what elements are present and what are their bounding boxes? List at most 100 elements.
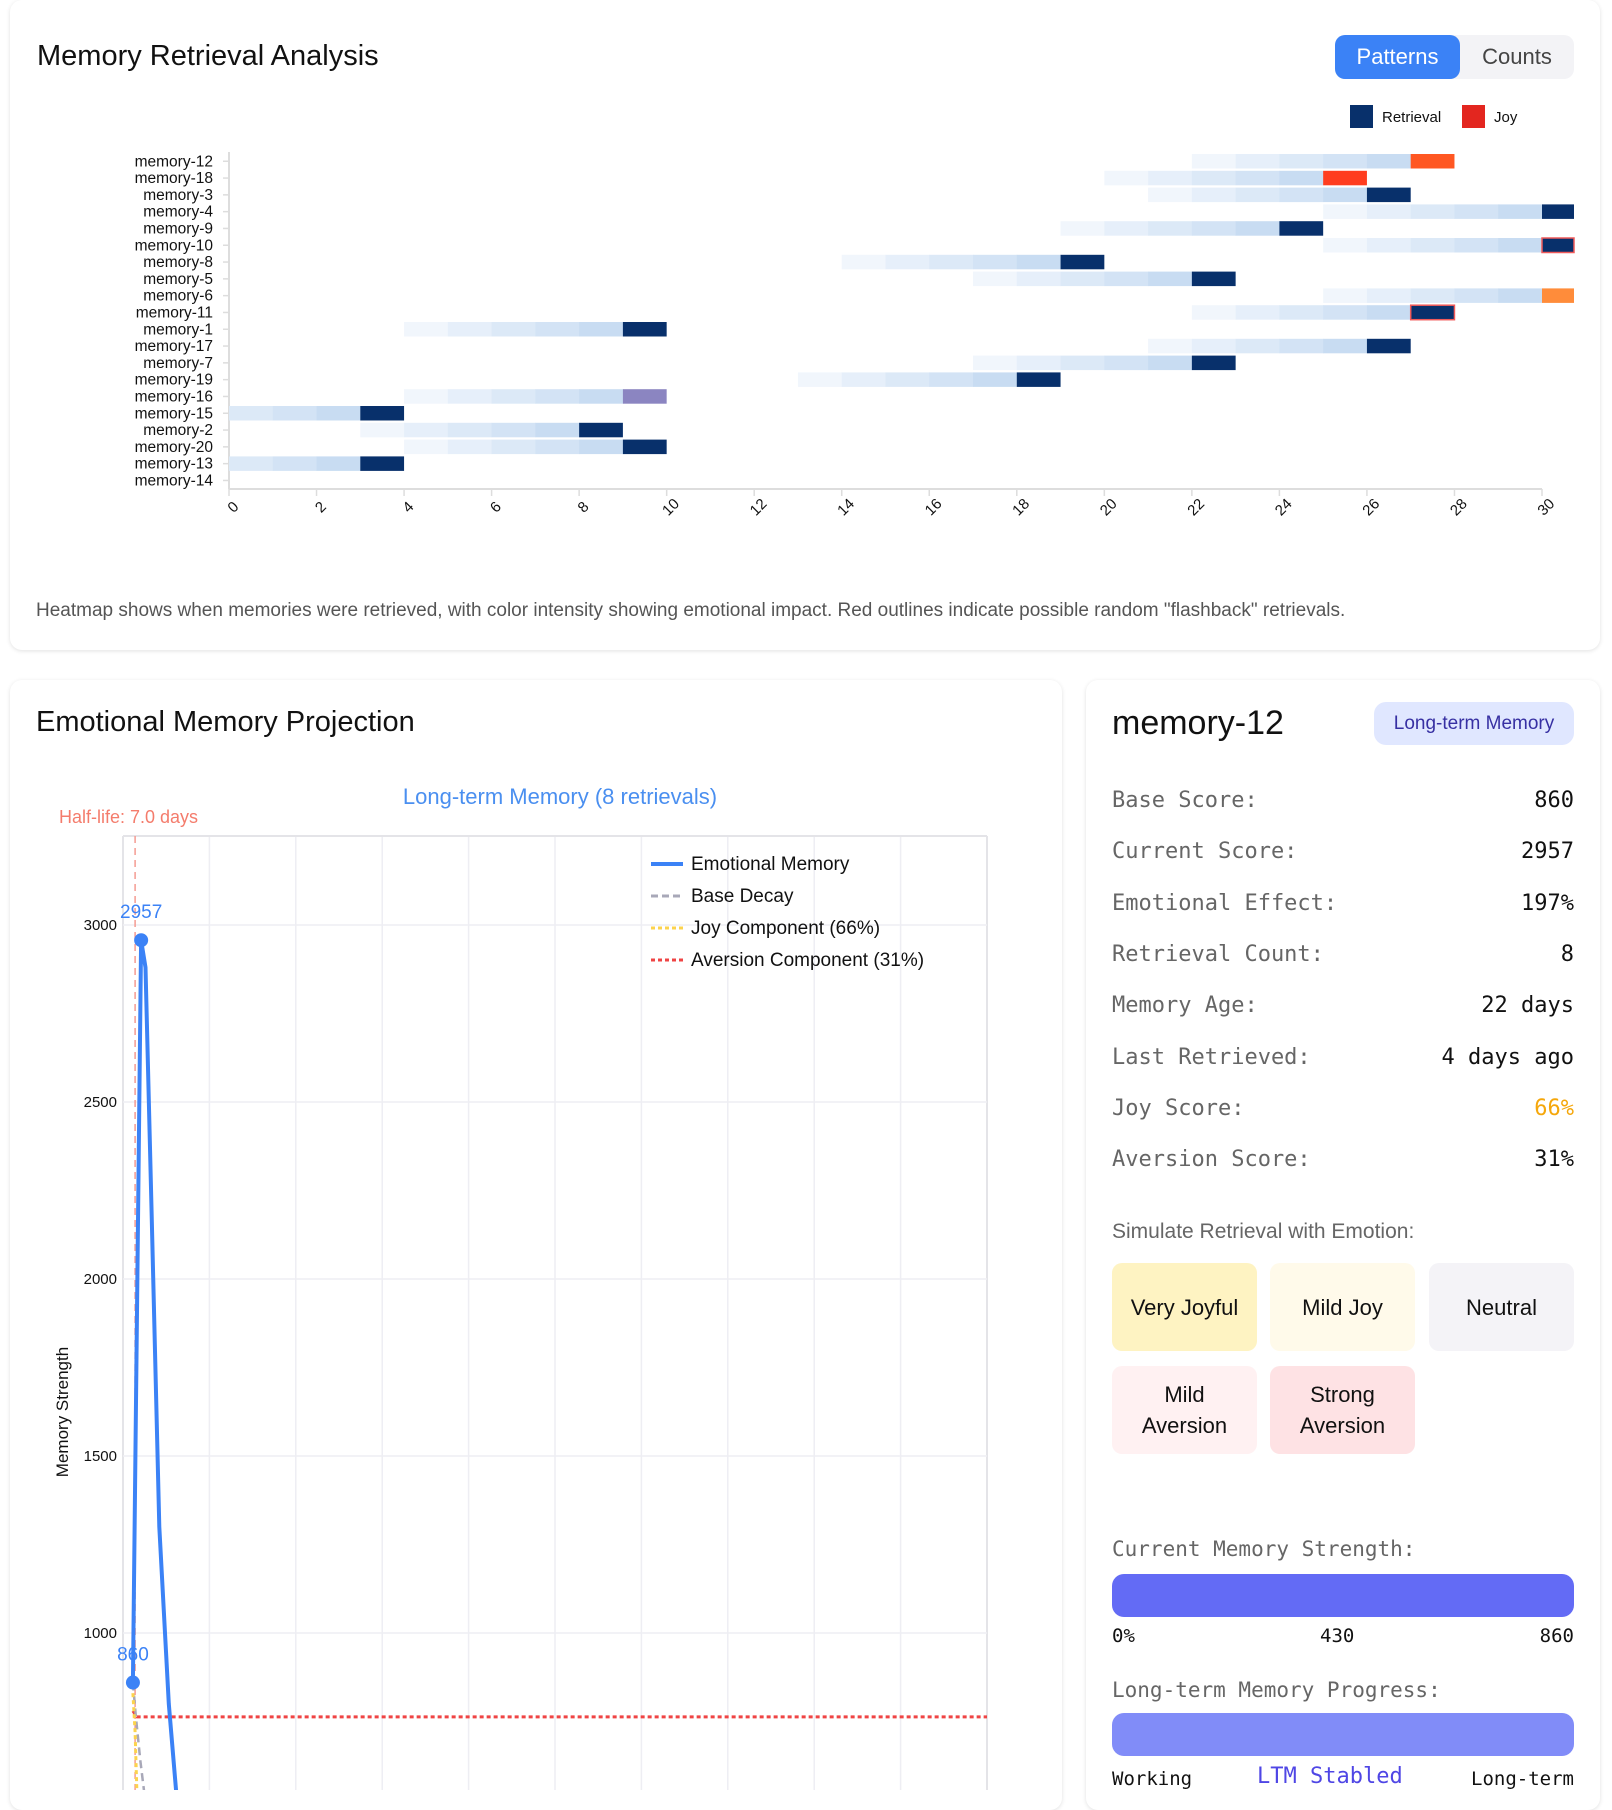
heatmap-trail-cell [535, 389, 580, 404]
half-life-annotation: Half-life: 7.0 days [59, 807, 198, 827]
heatmap-trail-cell [272, 456, 318, 471]
chart-subtitle: Long-term Memory (8 retrievals) [403, 784, 717, 809]
heatmap-trail-cell [1279, 154, 1324, 169]
legend-label: Joy Component (66%) [691, 918, 880, 939]
heatmap-trail-cell [973, 355, 1018, 371]
heatmap-row-label: memory-3 [143, 187, 213, 204]
heatmap-retrieval-cell [1542, 288, 1574, 303]
heatmap-trail-cell [1323, 238, 1368, 253]
strength-bar [1112, 1574, 1574, 1617]
heatmap-x-tick-label: 8 [575, 498, 593, 516]
memory-detail-title: memory-12 [1112, 704, 1284, 742]
heatmap-trail-cell [1191, 170, 1237, 186]
detail-row-value: 31% [1534, 1147, 1574, 1173]
legend-label: Emotional Memory [691, 854, 850, 875]
heatmap-trail-cell [491, 422, 536, 438]
chart-y-tick-label: 3000 [84, 917, 117, 934]
strength-label: Current Memory Strength: [1112, 1537, 1416, 1561]
legend-label: Aversion Component (31%) [691, 950, 924, 971]
heatmap-retrieval-cell [622, 322, 667, 337]
heatmap-x-tick-label: 14 [834, 495, 858, 519]
marked-point-label: 860 [117, 1645, 149, 1666]
heatmap-trail-cell [1235, 170, 1280, 186]
heatmap-trail-cell [1323, 204, 1368, 219]
heatmap-caption: Heatmap shows when memories were retriev… [36, 600, 1346, 621]
heatmap-row-label: memory-2 [143, 422, 213, 439]
heatmap-row-label: memory-12 [135, 153, 213, 170]
heatmap-row-label: memory-8 [143, 254, 213, 271]
heatmap-row-label: memory-10 [135, 237, 214, 254]
tab-counts[interactable]: Counts [1482, 44, 1552, 69]
detail-row-label: Aversion Score: [1112, 1147, 1311, 1173]
strength-scale-mid: 430 [1320, 1625, 1355, 1647]
heatmap-retrieval-cell [1366, 338, 1411, 354]
chart-y-axis-label: Memory Strength [53, 1347, 72, 1477]
retrieval-analysis-title: Memory Retrieval Analysis [37, 40, 379, 72]
strength-bar-fill [1112, 1574, 1574, 1617]
emotion-button-strong-aversion[interactable]: Strong Aversion [1270, 1366, 1415, 1454]
heatmap-trail-cell [1104, 271, 1149, 287]
heatmap-trail-cell [316, 406, 361, 421]
ltm-scale-stabled: LTM Stabled [1257, 1764, 1403, 1789]
emotion-button-very-joyful[interactable]: Very Joyful [1112, 1263, 1257, 1351]
heatmap-row-label: memory-13 [135, 456, 213, 473]
heatmap-trail-cell [447, 322, 493, 337]
heatmap-row-label: memory-6 [143, 288, 213, 305]
heatmap-row-label: memory-19 [135, 372, 213, 389]
heatmap-row-label: memory-17 [135, 338, 213, 355]
detail-row-value: 2957 [1521, 839, 1574, 865]
heatmap-trail-cell [1410, 238, 1455, 253]
heatmap-x-tick-label: 10 [659, 495, 683, 519]
heatmap-retrieval-cell [579, 422, 623, 438]
heatmap-trail-cell [1235, 305, 1280, 320]
heatmap-x-tick-label: 30 [1534, 495, 1558, 519]
ltm-progress-label: Long-term Memory Progress: [1112, 1678, 1441, 1702]
heatmap-trail-cell [1410, 204, 1455, 219]
series-line-aversion-component [131, 1710, 987, 1719]
heatmap-trail-cell [1454, 288, 1499, 303]
heatmap-trail-cell [1235, 154, 1280, 169]
heatmap-row-label: memory-1 [143, 321, 213, 338]
legend-label: Base Decay [691, 886, 794, 907]
heatmap-row-label: memory-11 [136, 304, 213, 321]
heatmap-x-tick-label: 18 [1009, 495, 1033, 519]
heatmap-trail-cell [1323, 288, 1368, 303]
detail-row-value: 860 [1534, 788, 1574, 813]
heatmap-trail-cell [1235, 187, 1280, 203]
emotion-button-mild-aversion[interactable]: Mild Aversion [1112, 1366, 1257, 1454]
heatmap-trail-cell [1454, 204, 1499, 219]
heatmap-trail-cell [1148, 271, 1193, 287]
heatmap-trail-cell [447, 439, 493, 455]
heatmap-trail-cell [1323, 305, 1368, 320]
emotion-button-neutral[interactable]: Neutral [1429, 1263, 1574, 1351]
chart-y-tick-label: 2000 [84, 1271, 117, 1288]
heatmap-retrieval-cell [1191, 355, 1236, 371]
heatmap-trail-cell [1323, 187, 1368, 203]
heatmap-retrieval-cell [1542, 204, 1574, 219]
heatmap-retrieval-cell [1060, 254, 1105, 270]
heatmap-trail-cell [1279, 338, 1324, 354]
heatmap-retrieval-cell [1366, 187, 1411, 203]
heatmap-trail-cell [404, 439, 449, 455]
detail-row-value: 4 days ago [1441, 1044, 1574, 1070]
heatmap-trail-cell [885, 372, 930, 387]
heatmap-trail-cell [1366, 154, 1412, 169]
tab-patterns[interactable]: Patterns [1335, 35, 1460, 79]
heatmap-trail-cell [1060, 355, 1105, 371]
heatmap-trail-cell [1104, 221, 1149, 236]
strength-scale-max: 860 [1539, 1625, 1574, 1647]
heatmap-row-label: memory-15 [135, 405, 213, 422]
projection-title: Emotional Memory Projection [36, 706, 415, 738]
heatmap-row-label: memory-7 [143, 355, 213, 372]
memory-detail-card [1086, 680, 1600, 1810]
detail-row-value: 66% [1534, 1095, 1574, 1121]
marked-point-label: 2957 [120, 902, 162, 923]
heatmap-trail-cell [973, 271, 1018, 287]
detail-row-label: Last Retrieved: [1112, 1044, 1311, 1070]
legend-label-retrieval: Retrieval [1382, 109, 1442, 126]
heatmap-trail-cell [1279, 187, 1324, 203]
heatmap-trail-cell [1366, 305, 1412, 320]
emotion-button-mild-joy[interactable]: Mild Joy [1270, 1263, 1415, 1351]
heatmap-retrieval-cell [1016, 372, 1061, 387]
detail-row-value: 197% [1521, 890, 1574, 916]
